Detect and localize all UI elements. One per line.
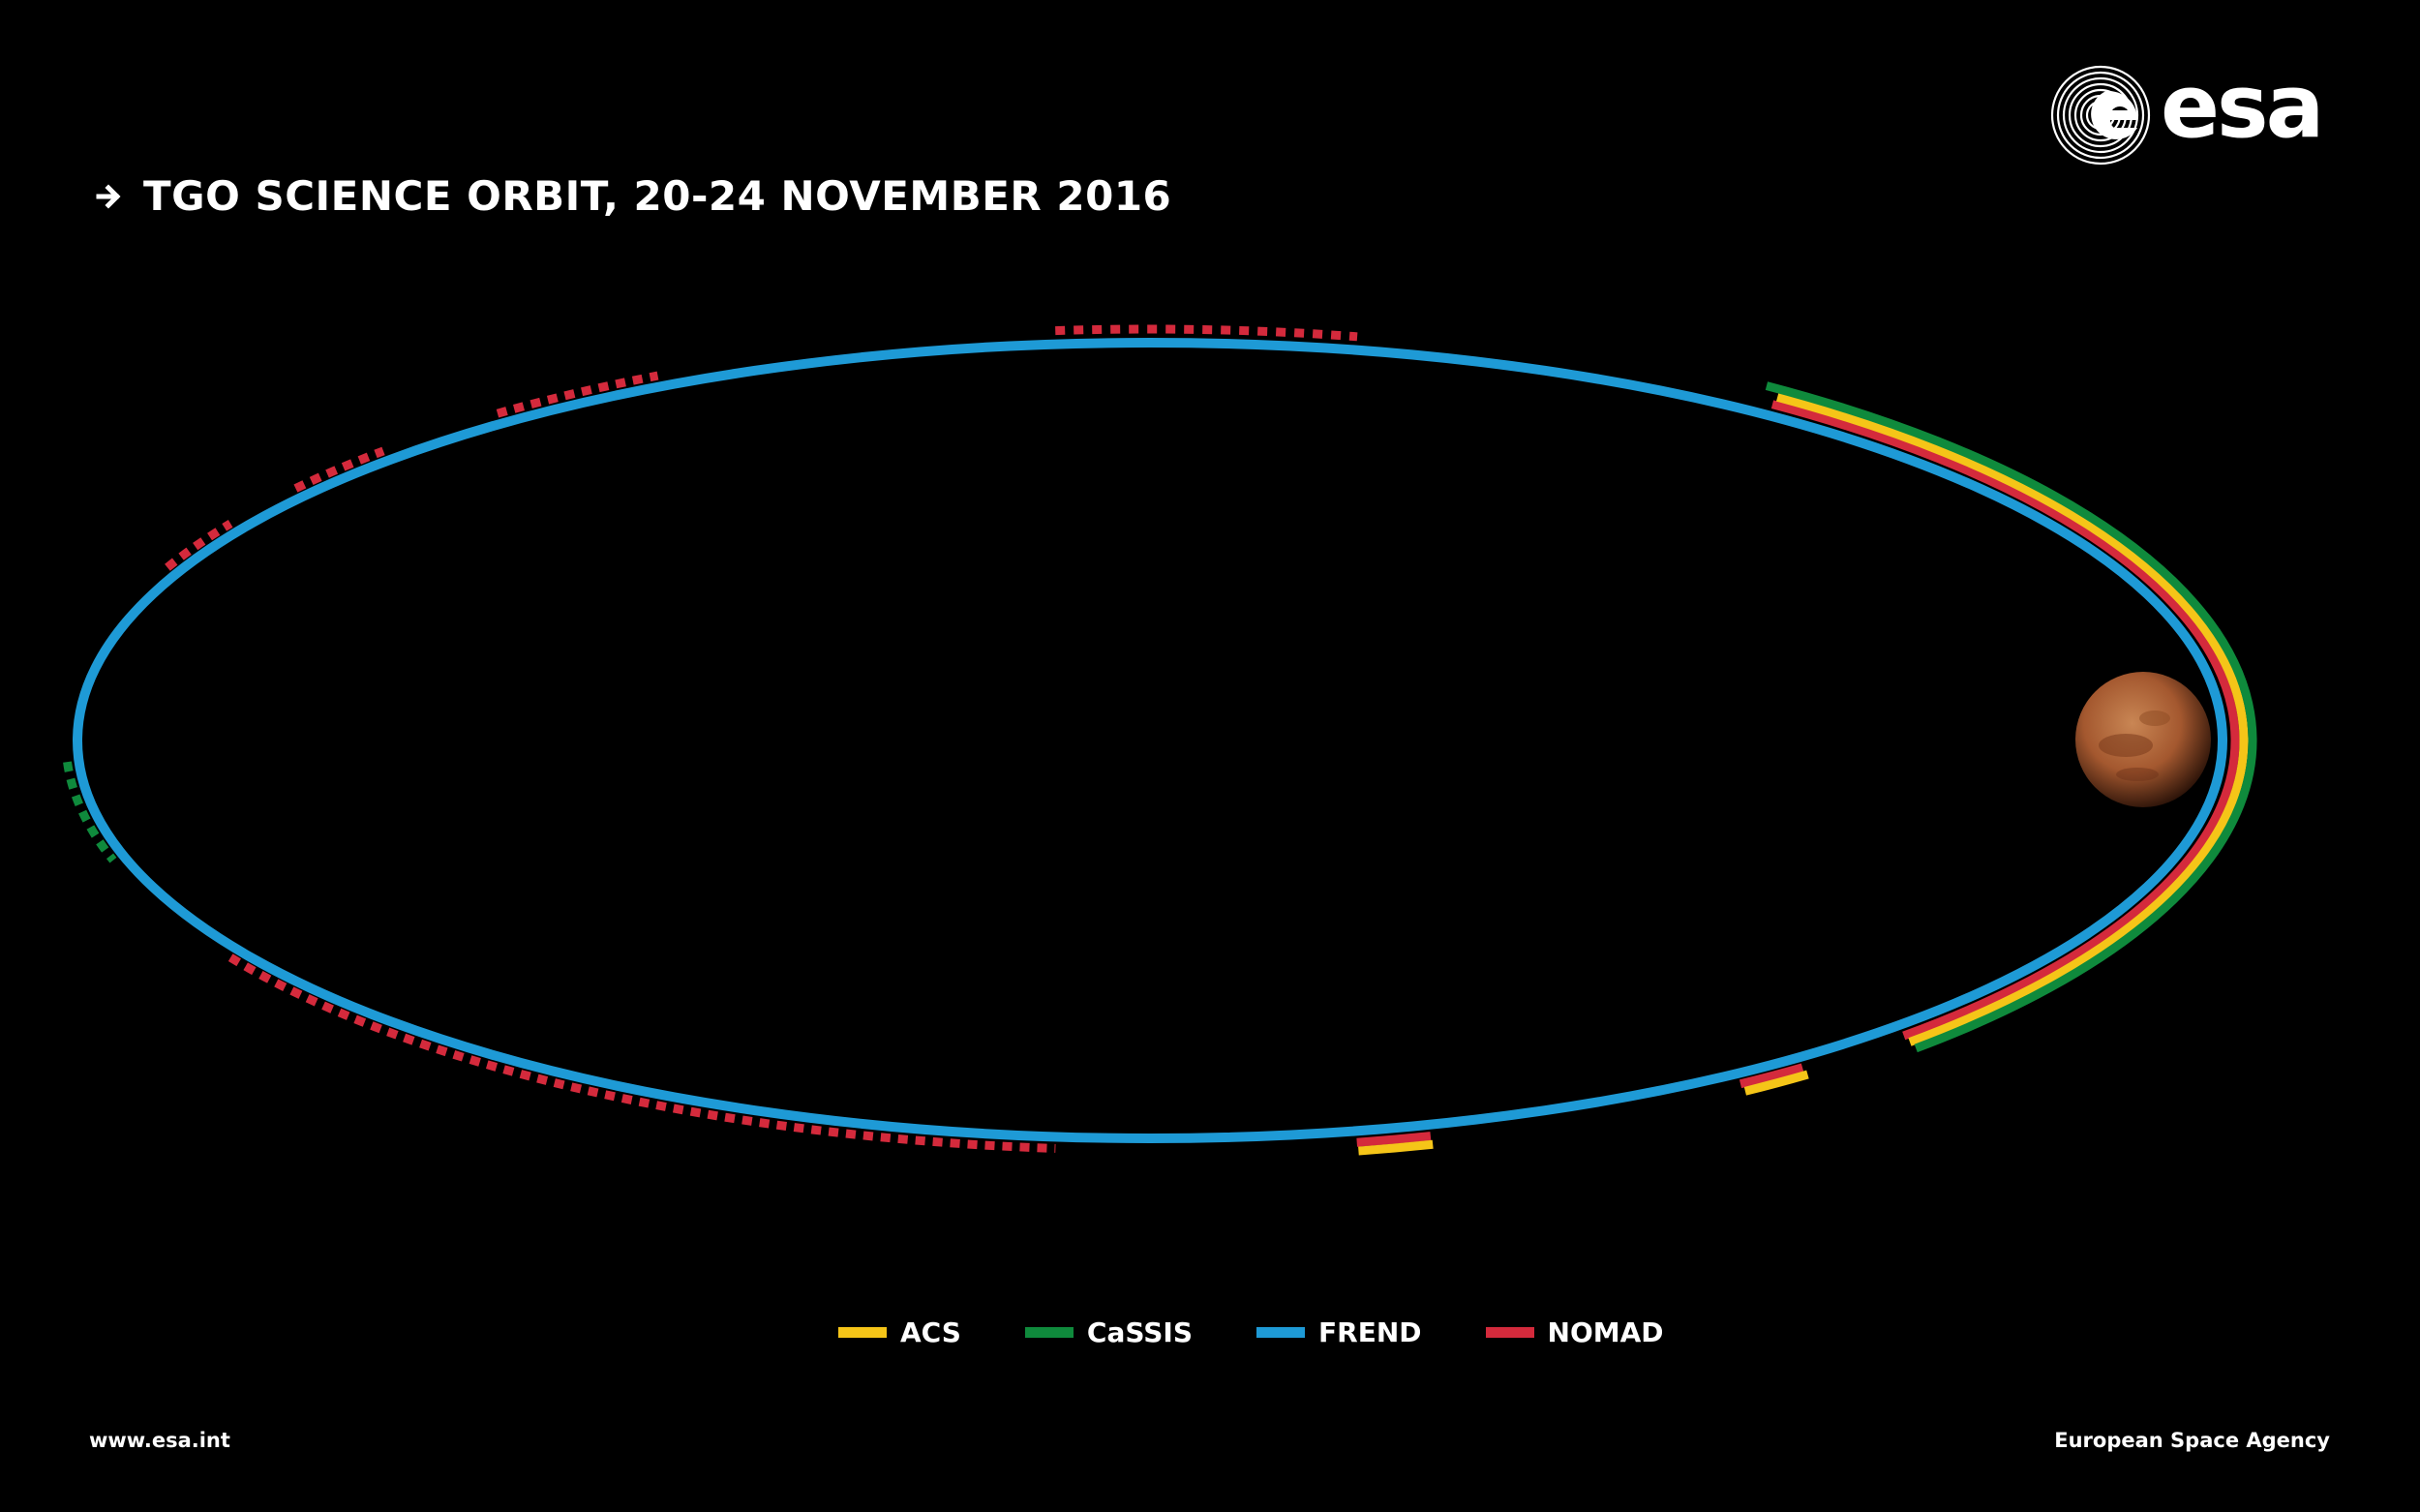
legend-label-frend: FREND xyxy=(1318,1316,1422,1348)
legend-item-acs: ACS xyxy=(838,1316,961,1348)
esa-logo-emblem xyxy=(2050,65,2151,166)
arrow-right-icon xyxy=(96,183,121,209)
legend-item-nomad: NOMAD xyxy=(1485,1316,1664,1348)
nomad-arc-upper-left-3 xyxy=(165,519,233,571)
nomad-arc-top xyxy=(1055,324,1358,342)
footer-url[interactable]: www.esa.int xyxy=(89,1429,230,1452)
acs-arc-bottom xyxy=(1358,1139,1434,1156)
cassis-arc-periapsis xyxy=(1765,381,2257,1053)
nomad-arc-bottom xyxy=(1356,1132,1432,1147)
legend-swatch-nomad xyxy=(1485,1327,1534,1338)
diagram-title: TGO SCIENCE ORBIT, 20-24 NOVEMBER 2016 xyxy=(95,172,1171,220)
legend-label-cassis: CaSSIS xyxy=(1086,1316,1194,1348)
esa-logo: esa xyxy=(2050,62,2331,168)
acs-arc-periapsis xyxy=(1775,392,2249,1046)
legend-label-acs: ACS xyxy=(900,1316,961,1348)
instrument-arcs xyxy=(63,324,2257,1156)
nomad-arc-upper-left-2 xyxy=(293,446,385,493)
acs-arc-lower-right xyxy=(1743,1070,1809,1096)
legend-item-frend: FREND xyxy=(1256,1316,1422,1348)
legend-item-cassis: CaSSIS xyxy=(1024,1316,1194,1348)
nomad-arc-periapsis xyxy=(1770,400,2240,1041)
legend-swatch-acs xyxy=(838,1327,887,1338)
esa-logo-text: esa xyxy=(2161,56,2324,158)
mars-planet xyxy=(2075,672,2211,807)
nomad-arc-lower-left xyxy=(227,953,1056,1153)
footer-agency: European Space Agency xyxy=(2054,1429,2330,1452)
legend-label-nomad: NOMAD xyxy=(1547,1316,1664,1348)
legend-swatch-cassis xyxy=(1024,1327,1074,1338)
orbit-ellipse xyxy=(73,338,2227,1143)
legend: ACS CaSSIS FREND NOMAD xyxy=(838,1316,1664,1348)
legend-swatch-frend xyxy=(1256,1327,1306,1338)
title-text: TGO SCIENCE ORBIT, 20-24 NOVEMBER 2016 xyxy=(143,172,1172,220)
nomad-arc-lower-right xyxy=(1739,1063,1804,1089)
